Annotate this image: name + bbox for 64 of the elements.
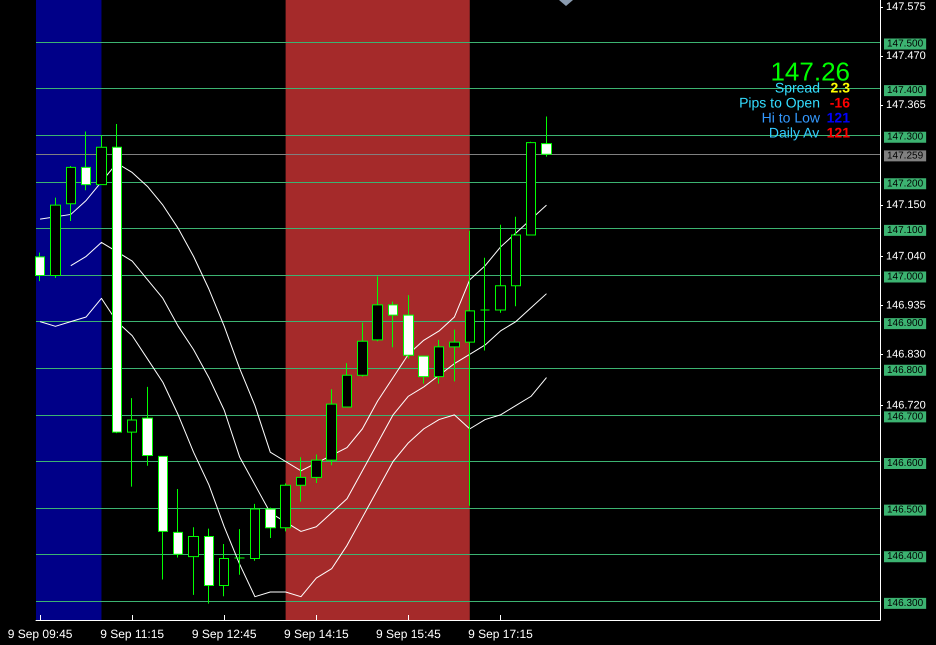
candlestick bbox=[66, 165, 76, 222]
candlestick bbox=[511, 216, 521, 307]
ref-line-label: 146.600 bbox=[887, 458, 924, 470]
x-tick-label: 9 Sep 14:15 bbox=[284, 627, 349, 641]
y-tick-label: 147.040 bbox=[886, 250, 926, 262]
candlestick bbox=[234, 528, 245, 576]
y-tick-label: 146.720 bbox=[886, 400, 926, 412]
ref-line-label: 147.100 bbox=[887, 224, 924, 236]
x-tick-label: 9 Sep 12:45 bbox=[192, 627, 257, 641]
candlestick bbox=[35, 252, 45, 282]
ref-line-label: 146.800 bbox=[887, 364, 924, 376]
candlestick bbox=[219, 544, 229, 597]
annotation: Pips to Open bbox=[739, 94, 820, 111]
candlestick bbox=[311, 454, 322, 484]
y-tick-label: 146.830 bbox=[886, 348, 926, 360]
candlestick bbox=[127, 398, 137, 488]
y-tick-label: 146.935 bbox=[886, 299, 926, 312]
y-tick-label: 147.150 bbox=[886, 199, 926, 212]
ref-line-label: 146.300 bbox=[887, 598, 924, 609]
x-tick-label: 9 Sep 09:45 bbox=[8, 627, 73, 641]
candlestick bbox=[326, 388, 337, 466]
candlestick bbox=[495, 224, 506, 314]
candlestick bbox=[357, 322, 368, 378]
ref-line-label: 147.300 bbox=[887, 132, 924, 143]
ref-line-label: 147.200 bbox=[887, 178, 924, 190]
candlestick bbox=[465, 230, 475, 506]
candlestick bbox=[280, 482, 291, 532]
candlestick bbox=[50, 197, 61, 278]
candlestick bbox=[388, 301, 398, 348]
candlestick bbox=[81, 130, 91, 191]
annotation: 121 bbox=[826, 110, 850, 126]
ref-line-label: 147.259 bbox=[887, 150, 924, 162]
candlestick bbox=[96, 134, 107, 186]
candlestick bbox=[434, 339, 444, 384]
candlestick bbox=[142, 386, 153, 466]
ref-line-label: 147.000 bbox=[887, 272, 924, 283]
candlestick bbox=[250, 503, 260, 562]
annotation: Hi to Low bbox=[762, 110, 821, 126]
ref-line-label: 146.700 bbox=[887, 411, 924, 422]
candlestick bbox=[173, 488, 183, 558]
candlestick bbox=[449, 329, 460, 382]
ref-line-label: 147.500 bbox=[887, 38, 924, 50]
candlestick bbox=[296, 456, 306, 502]
ref-line-label: 146.900 bbox=[887, 318, 924, 330]
x-tick-label: 9 Sep 11:15 bbox=[100, 627, 164, 641]
candlestick bbox=[342, 362, 352, 408]
candlestick bbox=[403, 294, 414, 359]
y-tick-label: 147.470 bbox=[886, 50, 926, 62]
x-tick-label: 9 Sep 17:15 bbox=[468, 627, 534, 641]
ref-line-label: 146.400 bbox=[887, 551, 924, 562]
ref-line-label: 146.500 bbox=[887, 504, 924, 516]
candlestick bbox=[204, 528, 214, 604]
candlestick bbox=[480, 257, 490, 352]
candlestick bbox=[541, 116, 552, 158]
candlestick bbox=[372, 276, 383, 342]
y-tick-label: 147.575 bbox=[886, 0, 926, 13]
candlestick bbox=[188, 526, 199, 596]
annotation: -16 bbox=[830, 94, 850, 111]
candlestick bbox=[158, 456, 168, 580]
candlestick bbox=[526, 141, 536, 236]
ref-line-label: 147.400 bbox=[887, 85, 924, 96]
x-tick-label: 9 Sep 15:45 bbox=[376, 627, 442, 641]
y-tick-label: 147.365 bbox=[886, 98, 926, 111]
candlestick bbox=[418, 356, 429, 384]
